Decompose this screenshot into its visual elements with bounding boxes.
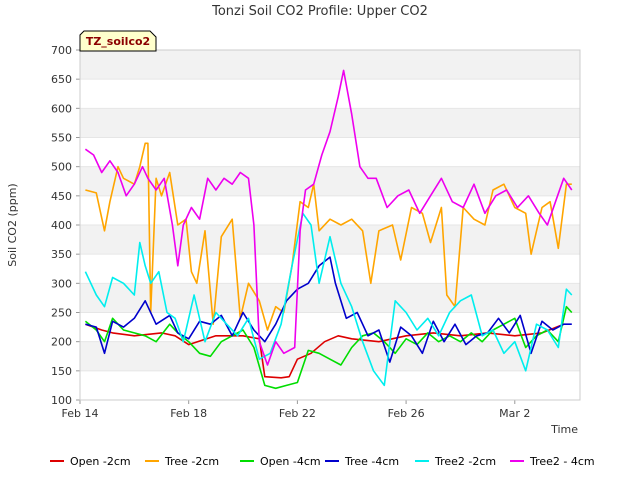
y-tick-label: 700 [51, 44, 72, 57]
y-tick-label: 600 [51, 102, 72, 115]
legend-label: Tree -2cm [164, 455, 219, 468]
y-tick-label: 150 [51, 365, 72, 378]
legend-item: Tree -4cm [325, 455, 399, 468]
grid-band [80, 341, 580, 371]
badge-label: TZ_soilco2 [86, 35, 150, 48]
series-line-6 [84, 69, 573, 366]
y-axis-label: Soil CO2 (ppm) [6, 183, 19, 266]
y-tick-label: 500 [51, 161, 72, 174]
series-line-3 [84, 305, 573, 390]
x-tick-label: Feb 14 [62, 407, 99, 420]
x-axis-ticks: Feb 14 Feb 18 Feb 22 Feb 26 Mar 2 [62, 400, 530, 420]
plot-frame [79, 49, 581, 401]
y-tick-label: 450 [51, 190, 72, 203]
y-tick-label: 300 [51, 277, 72, 290]
chart-title: Tonzi Soil CO2 Profile: Upper CO2 [211, 4, 428, 19]
series-lines [84, 69, 573, 390]
y-tick-label: 100 [51, 394, 72, 407]
grid-band [80, 50, 580, 80]
legend-label: Tree2 - 4cm [529, 455, 595, 468]
legend: Open -2cm Tree -2cm Open -4cm Tree -4cm Tree… [50, 455, 595, 468]
x-tick-label: Feb 26 [388, 407, 425, 420]
legend-item: Tree2 -2cm [415, 455, 496, 468]
legend-item: Tree -2cm [145, 455, 219, 468]
legend-item: Open -4cm [240, 455, 321, 468]
legend-item: Tree2 - 4cm [510, 455, 595, 468]
badge-box [79, 30, 157, 52]
badge: TZ_soilco2 [79, 30, 157, 52]
y-tick-label: 200 [51, 336, 72, 349]
x-axis-label: Time [550, 423, 578, 436]
legend-label: Open -4cm [260, 455, 321, 468]
y-tick-label: 400 [51, 219, 72, 232]
y-tick-label: 350 [51, 248, 72, 261]
x-tick-label: Feb 22 [279, 407, 316, 420]
legend-label: Tree -4cm [344, 455, 399, 468]
series-line-1 [85, 323, 564, 379]
y-tick-label: 250 [51, 307, 72, 320]
legend-label: Open -2cm [70, 455, 131, 468]
y-axis-ticks: 100 150 200 250 300 350 400 450 500 550 600 650 700 [51, 44, 80, 407]
legend-item: Open -2cm [50, 455, 131, 468]
plot-background [80, 49, 580, 401]
series-line-5 [84, 212, 573, 387]
grid-band [80, 283, 580, 313]
legend-label: Tree2 -2cm [434, 455, 496, 468]
x-tick-label: Mar 2 [499, 407, 530, 420]
x-tick-label: Feb 18 [170, 407, 207, 420]
series-line-4 [85, 256, 572, 363]
y-tick-label: 550 [51, 132, 72, 145]
y-tick-label: 650 [51, 73, 72, 86]
